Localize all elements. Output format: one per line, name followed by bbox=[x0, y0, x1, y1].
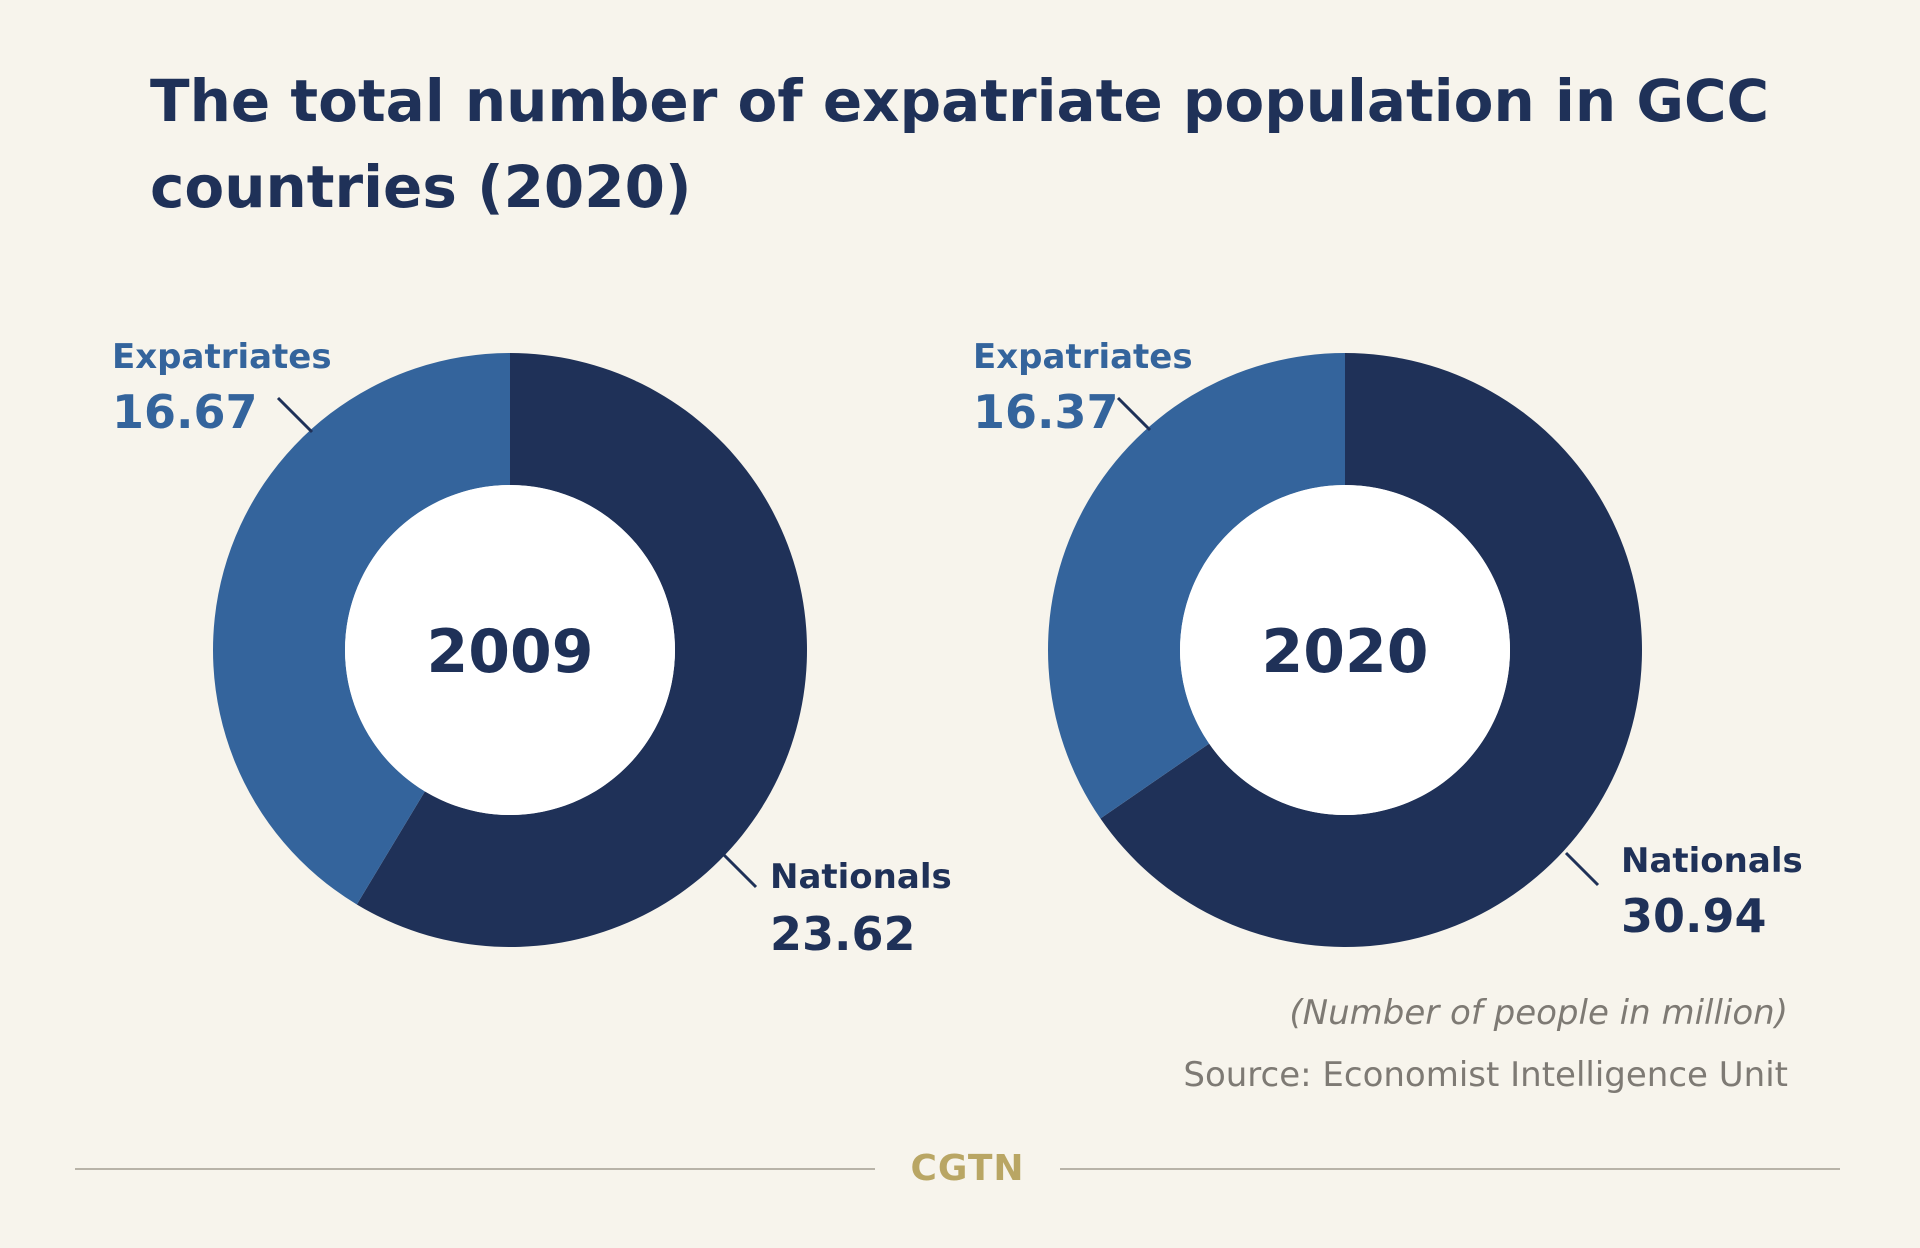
units-note: (Number of people in million) bbox=[1289, 993, 1788, 1033]
slice-label-nationals: Nationals bbox=[1621, 841, 1803, 881]
slice-value-nationals: 23.62 bbox=[770, 907, 916, 961]
slice-value-expatriates: 16.37 bbox=[973, 385, 1119, 439]
slice-value-nationals: 30.94 bbox=[1621, 889, 1767, 943]
footer-divider-right bbox=[1060, 1168, 1840, 1170]
slice-expatriates-2009 bbox=[213, 353, 511, 905]
leader-line-expatriates bbox=[1116, 396, 1152, 432]
donut-chart-2009: 2009 Expatriates 16.67 Nationals 23.62 bbox=[112, 337, 952, 961]
donut-hole bbox=[1180, 485, 1510, 815]
leader-line-expatriates bbox=[276, 396, 314, 434]
footer-divider-left bbox=[75, 1168, 875, 1170]
slice-label-expatriates: Expatriates bbox=[973, 337, 1193, 377]
slice-nationals-2020 bbox=[1100, 353, 1642, 947]
slice-label-nationals: Nationals bbox=[770, 857, 952, 897]
donut-chart-2020: 2020 Expatriates 16.37 Nationals 30.94 bbox=[973, 337, 1803, 947]
leader-line-nationals bbox=[722, 853, 758, 889]
slice-expatriates-2020 bbox=[1048, 353, 1345, 819]
slice-label-expatriates: Expatriates bbox=[112, 337, 332, 377]
cgtn-logo: CGTN bbox=[910, 1148, 1025, 1189]
leader-line-nationals bbox=[1564, 851, 1600, 887]
slice-value-expatriates: 16.67 bbox=[112, 385, 258, 439]
source-note: Source: Economist Intelligence Unit bbox=[1183, 1055, 1788, 1095]
center-year-label: 2020 bbox=[1262, 617, 1429, 687]
chart-title: The total number of expatriate populatio… bbox=[150, 67, 1770, 221]
center-year-label: 2009 bbox=[427, 617, 594, 687]
slice-nationals-2009 bbox=[356, 353, 808, 948]
donut-hole bbox=[345, 485, 675, 815]
